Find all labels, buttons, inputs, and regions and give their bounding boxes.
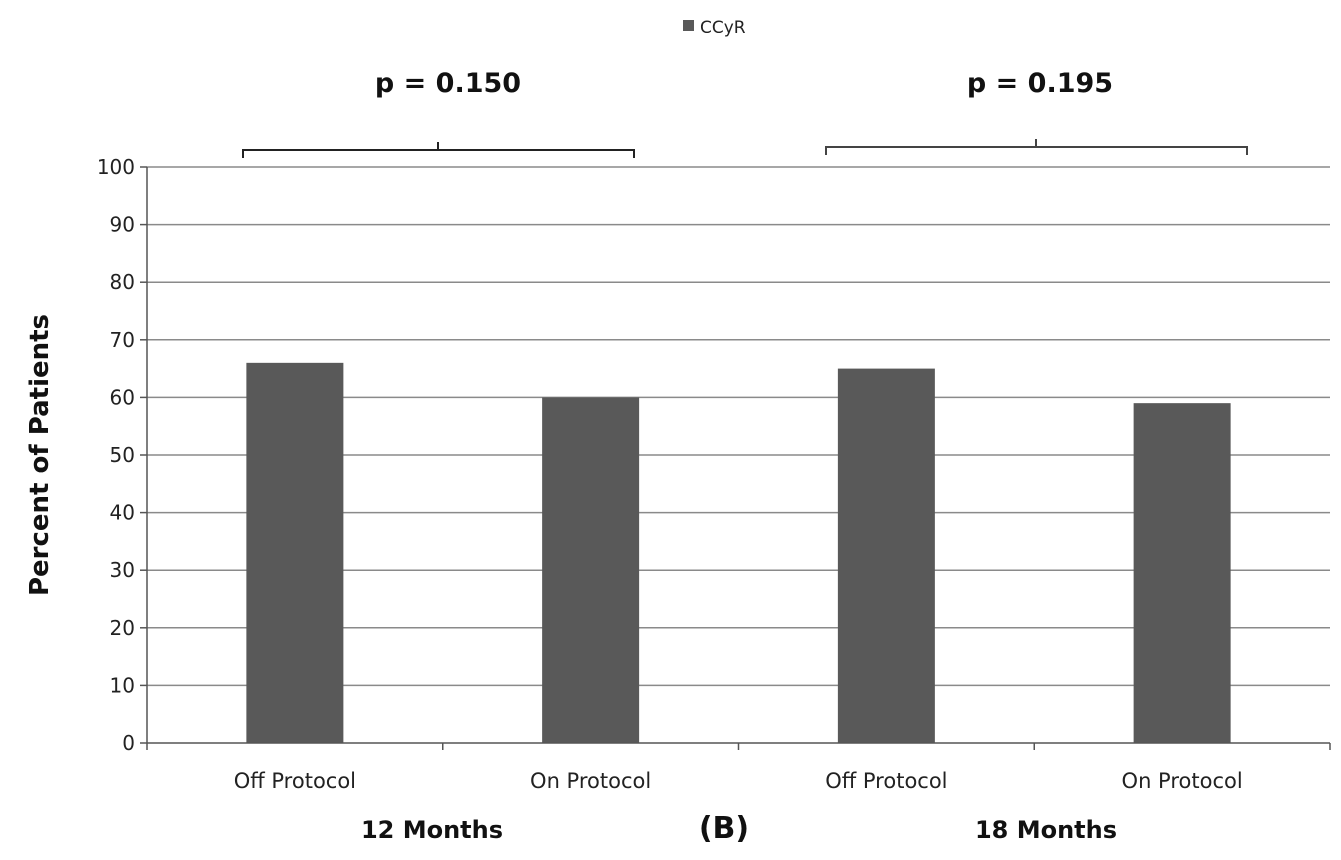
x-tick-label: Off Protocol: [234, 769, 356, 793]
gridlines: [147, 166, 1330, 687]
bracket-12-months: [242, 142, 635, 158]
y-tick-label: 30: [110, 558, 135, 582]
y-tick-label: 0: [122, 731, 135, 755]
y-tick-label: 10: [110, 673, 135, 697]
y-tick-label: 100: [97, 155, 135, 179]
group-label-12-months: 12 Months: [361, 816, 503, 844]
legend-swatch: [683, 20, 694, 31]
p-value-18-months: p = 0.195: [967, 68, 1113, 99]
y-axis-ticks: 0 10 20 30 40 50 60 70 80 90 100: [97, 155, 147, 755]
bar: [542, 397, 640, 743]
x-tick-label: On Protocol: [530, 769, 651, 793]
y-tick-label: 40: [110, 501, 135, 525]
group-label-18-months: 18 Months: [975, 816, 1117, 844]
legend-label: CCyR: [700, 18, 746, 38]
bracket-18-months: [825, 139, 1248, 155]
panel-label: (B): [699, 811, 749, 846]
bar: [246, 362, 344, 743]
y-axis-title: Percent of Patients: [25, 314, 55, 596]
x-axis: [146, 167, 1331, 750]
y-tick-label: 20: [110, 616, 135, 640]
y-tick-label: 70: [110, 328, 135, 352]
bar: [837, 368, 935, 743]
legend: CCyR: [683, 18, 746, 38]
y-tick-label: 80: [110, 270, 135, 294]
bar: [1133, 403, 1231, 743]
p-value-12-months: p = 0.150: [375, 68, 521, 99]
y-tick-label: 50: [110, 443, 135, 467]
y-tick-label: 90: [110, 213, 135, 237]
y-tick-label: 60: [110, 385, 135, 409]
x-tick-label: Off Protocol: [825, 769, 947, 793]
x-axis-labels: Off Protocol On Protocol Off Protocol On Pr…: [234, 769, 1243, 793]
x-tick-label: On Protocol: [1122, 769, 1243, 793]
bars: [246, 362, 1231, 743]
